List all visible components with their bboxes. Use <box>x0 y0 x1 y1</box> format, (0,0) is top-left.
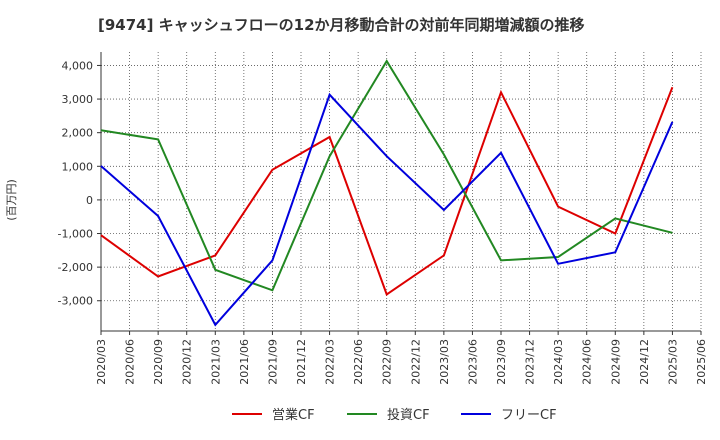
legend-label: 営業CF <box>272 407 315 423</box>
x-tick-label: 2020/06 <box>124 339 137 385</box>
y-tick-label: 2,000 <box>62 127 94 140</box>
x-tick-label: 2022/06 <box>352 339 365 385</box>
x-tick-label: 2024/09 <box>609 339 622 385</box>
x-tick-label: 2023/06 <box>466 339 479 385</box>
x-tick-label: 2025/03 <box>666 339 679 385</box>
legend-label: 投資CF <box>387 407 430 423</box>
x-tick-label: 2024/12 <box>638 339 651 385</box>
legend-label: フリーCF <box>501 408 557 423</box>
x-tick-label: 2022/03 <box>324 339 337 385</box>
x-tick-label: 2024/06 <box>581 339 594 385</box>
y-tick-label: 3,000 <box>62 93 94 106</box>
x-tick-label: 2024/03 <box>552 339 565 385</box>
y-tick-label: -3,000 <box>58 295 93 308</box>
y-tick-label: 4,000 <box>62 59 94 72</box>
x-tick-label: 2021/12 <box>295 339 308 385</box>
x-tick-label: 2023/03 <box>438 339 451 385</box>
plot-area <box>101 52 701 331</box>
chart-title: [9474] キャッシュフローの12か月移動合計の対前年同期増減額の推移 <box>98 16 585 34</box>
y-axis-label: (百万円) <box>5 179 18 221</box>
y-tick-label: -1,000 <box>58 228 93 241</box>
x-tick-label: 2025/06 <box>695 339 708 385</box>
y-tick-label: 0 <box>86 194 93 207</box>
x-tick-label: 2020/12 <box>181 339 194 385</box>
x-tick-label: 2020/09 <box>152 339 165 385</box>
x-tick-label: 2020/03 <box>95 339 108 385</box>
x-tick-label: 2022/09 <box>381 339 394 385</box>
x-tick-label: 2021/09 <box>266 339 279 385</box>
x-tick-label: 2022/12 <box>409 339 422 385</box>
x-tick-label: 2023/12 <box>524 339 537 385</box>
x-tick-label: 2021/03 <box>209 339 222 385</box>
x-tick-label: 2021/06 <box>238 339 251 385</box>
y-tick-label: 1,000 <box>62 160 94 173</box>
y-tick-label: -2,000 <box>58 261 93 274</box>
x-tick-label: 2023/09 <box>495 339 508 385</box>
